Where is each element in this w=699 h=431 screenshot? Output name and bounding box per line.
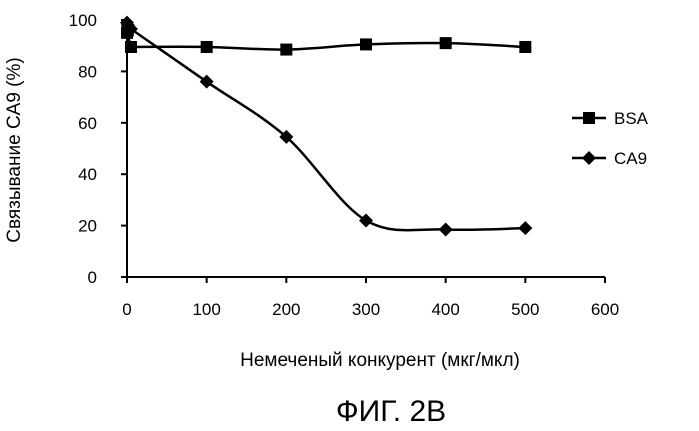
- y-tick-label: 20: [78, 217, 97, 236]
- series-line-ca9: [131, 29, 525, 230]
- legend-marker-ca9: [582, 151, 596, 165]
- legend-marker-bsa: [583, 112, 595, 124]
- y-tick-label: 60: [78, 114, 97, 133]
- x-tick-label: 400: [431, 300, 459, 319]
- x-tick-label: 100: [192, 300, 220, 319]
- series-layer: [120, 16, 532, 237]
- x-tick-label: 300: [352, 300, 380, 319]
- legend-label-ca9: CA9: [614, 149, 647, 168]
- series-bsa: [121, 24, 531, 55]
- axes: 0 20 40 60 80 100 0 100 200 300 400 500 600: [69, 11, 620, 319]
- y-tick-label: 80: [78, 62, 97, 81]
- data-point-bsa: [440, 37, 452, 49]
- y-axis-title: Связывание CA9 (%): [4, 57, 25, 242]
- y-tick-label: 40: [78, 165, 97, 184]
- x-axis-title: Немеченый конкурент (мкг/мкл): [240, 350, 520, 371]
- figure-caption: ФИГ. 2B: [336, 395, 446, 428]
- data-point-bsa: [360, 38, 372, 50]
- legend-label-bsa: BSA: [614, 109, 649, 128]
- x-tick-label: 500: [511, 300, 539, 319]
- data-point-bsa: [125, 41, 137, 53]
- data-point-ca9: [359, 213, 373, 227]
- x-tick-label: 600: [591, 300, 619, 319]
- series-line-bsa: [131, 43, 525, 50]
- y-tick-label: 100: [69, 11, 97, 30]
- data-point-bsa: [519, 41, 531, 53]
- x-tick-label: 200: [272, 300, 300, 319]
- y-tick-label: 0: [88, 268, 97, 287]
- x-tick-label: 0: [122, 300, 131, 319]
- data-point-bsa: [201, 41, 213, 53]
- legend: BSA CA9: [572, 109, 649, 168]
- data-point-ca9: [439, 222, 453, 236]
- data-point-bsa: [280, 44, 292, 56]
- series-ca9: [120, 16, 532, 237]
- data-point-ca9: [518, 221, 532, 235]
